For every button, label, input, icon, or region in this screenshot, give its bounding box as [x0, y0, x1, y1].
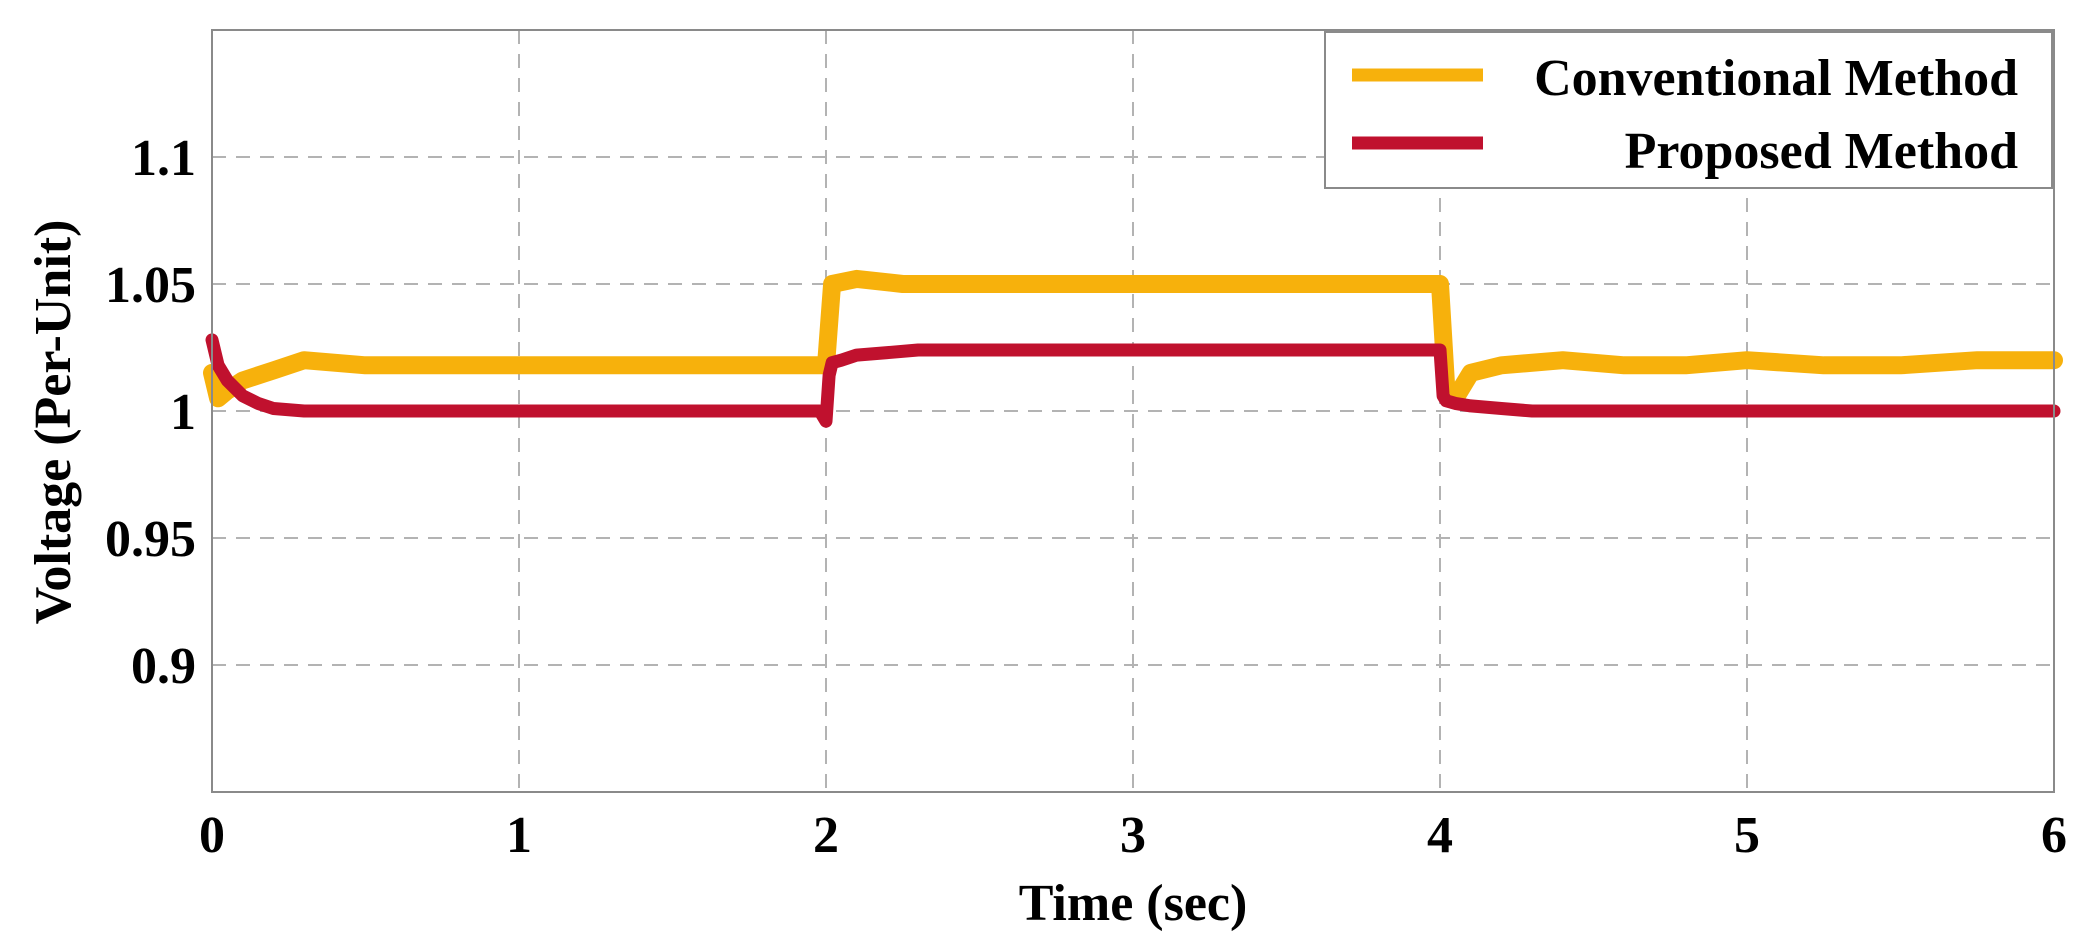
- series-lines: [203, 269, 2063, 428]
- y-tick-label: 1: [170, 384, 196, 441]
- series-line-proposed: [205, 333, 2061, 428]
- legend-box: [1324, 31, 2053, 189]
- y-tick-label: 1.1: [131, 130, 196, 187]
- y-tick-label: 1.05: [105, 257, 196, 314]
- legend-label-proposed: Proposed Method: [1625, 123, 2018, 180]
- x-tick-label: 5: [1734, 807, 1760, 864]
- legend-label-conventional: Conventional Method: [1534, 50, 2018, 107]
- y-tick-label: 0.9: [131, 638, 196, 695]
- legend: Conventional Method Proposed Method: [1324, 31, 2053, 189]
- y-axis-label: Voltage (Per-Unit): [25, 220, 82, 625]
- x-tick-label: 6: [2041, 807, 2067, 864]
- series-line-conventional: [203, 269, 2063, 408]
- x-tick-label: 1: [506, 807, 532, 864]
- x-tick-label: 2: [813, 807, 839, 864]
- x-axis-label: Time (sec): [1019, 875, 1248, 932]
- y-axis-tick-labels: 0.9 0.95 1 1.05 1.1: [105, 130, 196, 695]
- x-tick-label: 0: [199, 807, 225, 864]
- x-axis-tick-labels: 0 1 2 3 4 5 6: [199, 807, 2067, 864]
- y-tick-label: 0.95: [105, 511, 196, 568]
- plot-area-frame: [211, 29, 2055, 793]
- x-tick-label: 3: [1120, 807, 1146, 864]
- x-tick-label: 4: [1427, 807, 1453, 864]
